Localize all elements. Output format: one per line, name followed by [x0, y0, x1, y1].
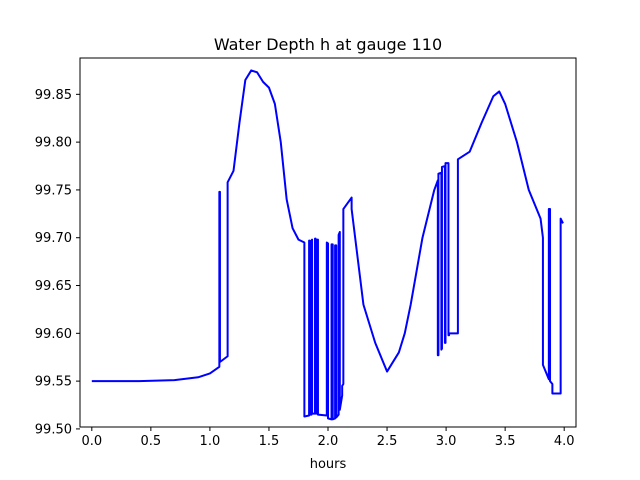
x-tick-label: 0.0: [81, 434, 102, 449]
x-tick-label: 3.5: [495, 434, 516, 449]
x-tick-label: 2.5: [377, 434, 398, 449]
x-tick-label: 2.0: [318, 434, 339, 449]
series-layer: [91, 69, 564, 421]
plot-frame: [79, 57, 577, 428]
x-tick-label: 0.5: [141, 434, 162, 449]
water-depth-line: [91, 69, 564, 421]
x-tick-label: 3.0: [436, 434, 457, 449]
x-tick-label: 1.0: [200, 434, 221, 449]
y-axis: 99.50 99.55 99.60 99.65 99.70 99.75 99.80 99.85: [35, 88, 80, 437]
x-tick-label: 1.5: [259, 434, 280, 449]
x-axis: 0.0 0.5 1.0 1.5 2.0 2.5 3.0 3.5 4.0: [81, 427, 575, 449]
y-tick-label: 99.70: [35, 231, 72, 246]
x-axis-label: hours: [310, 457, 347, 472]
y-tick-label: 99.60: [35, 327, 72, 342]
y-tick-label: 99.75: [35, 183, 72, 198]
chart-title: Water Depth h at gauge 110: [214, 35, 442, 54]
y-tick-label: 99.85: [35, 88, 72, 103]
y-tick-label: 99.55: [35, 375, 72, 390]
y-tick-label: 99.65: [35, 279, 72, 294]
y-tick-label: 99.50: [35, 422, 72, 437]
x-tick-label: 4.0: [554, 434, 575, 449]
y-tick-label: 99.80: [35, 136, 72, 151]
